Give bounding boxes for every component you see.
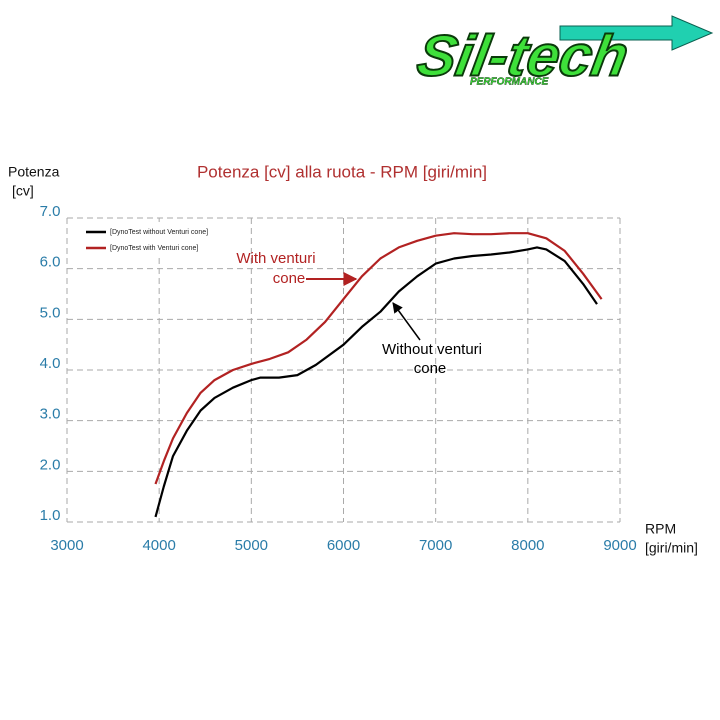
x-axis-label: RPM: [645, 521, 676, 537]
x-tick-label: 8000: [511, 537, 544, 554]
annotation: Without venturi: [382, 341, 482, 358]
y-tick-label: 2.0: [40, 456, 61, 473]
y-tick-label: 4.0: [40, 355, 61, 372]
y-axis-label: Potenza: [8, 164, 60, 180]
lines: [154, 232, 603, 518]
legend-label: [DynoTest with Venturi cone]: [110, 245, 198, 252]
x-tick-label: 9000: [603, 537, 636, 554]
grid: [66, 217, 621, 523]
series-line: [154, 232, 603, 485]
x-tick-label: 4000: [142, 537, 175, 554]
y-tick-label: 1.0: [40, 507, 61, 524]
chart-title: Potenza [cv] alla ruota - RPM [giri/min]: [197, 162, 487, 181]
logo-arrow: [559, 15, 714, 51]
y-tick-label: 3.0: [40, 406, 61, 423]
x-tick-label: 5000: [235, 537, 268, 554]
y-tick-label: 5.0: [40, 304, 61, 321]
series-line: [154, 246, 598, 518]
logo: Sil-tech PERFORMANCE: [411, 15, 714, 89]
x-axis-label: [giri/min]: [645, 540, 698, 556]
logo-subtext: PERFORMANCE: [470, 77, 549, 88]
legend-label: [DynoTest without Venturi cone]: [110, 229, 208, 236]
x-tick-label: 7000: [419, 537, 452, 554]
x-tick-label: 6000: [327, 537, 360, 554]
annotation-arrow: [392, 302, 421, 341]
y-tick-label: 6.0: [40, 254, 61, 271]
annotation: cone: [414, 360, 447, 377]
annotation: cone: [273, 270, 306, 287]
y-axis-label: [cv]: [12, 183, 34, 199]
logo-text: Sil-tech: [412, 24, 633, 89]
x-tick-label: 3000: [50, 537, 83, 554]
y-tick-label: 7.0: [40, 203, 61, 220]
legend: [80, 222, 245, 256]
legend-items: [DynoTest without Venturi cone] [DynoTest…: [86, 229, 208, 252]
annotation: With venturi: [236, 250, 315, 267]
